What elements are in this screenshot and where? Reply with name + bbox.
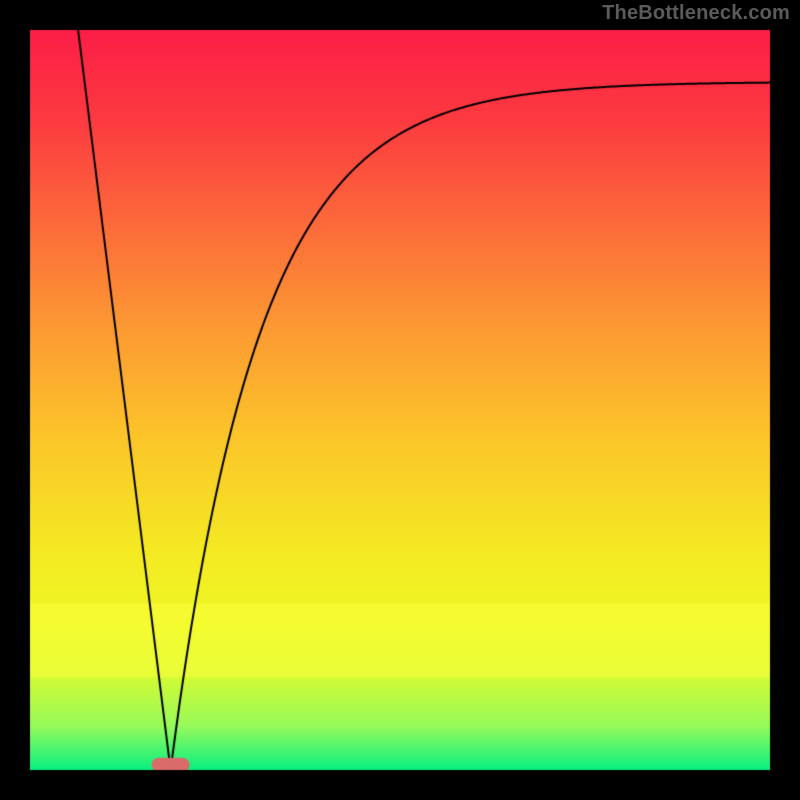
- bottleneck-chart-canvas: [0, 0, 800, 800]
- watermark-text: TheBottleneck.com: [602, 2, 790, 25]
- chart-container: TheBottleneck.com: [0, 0, 800, 800]
